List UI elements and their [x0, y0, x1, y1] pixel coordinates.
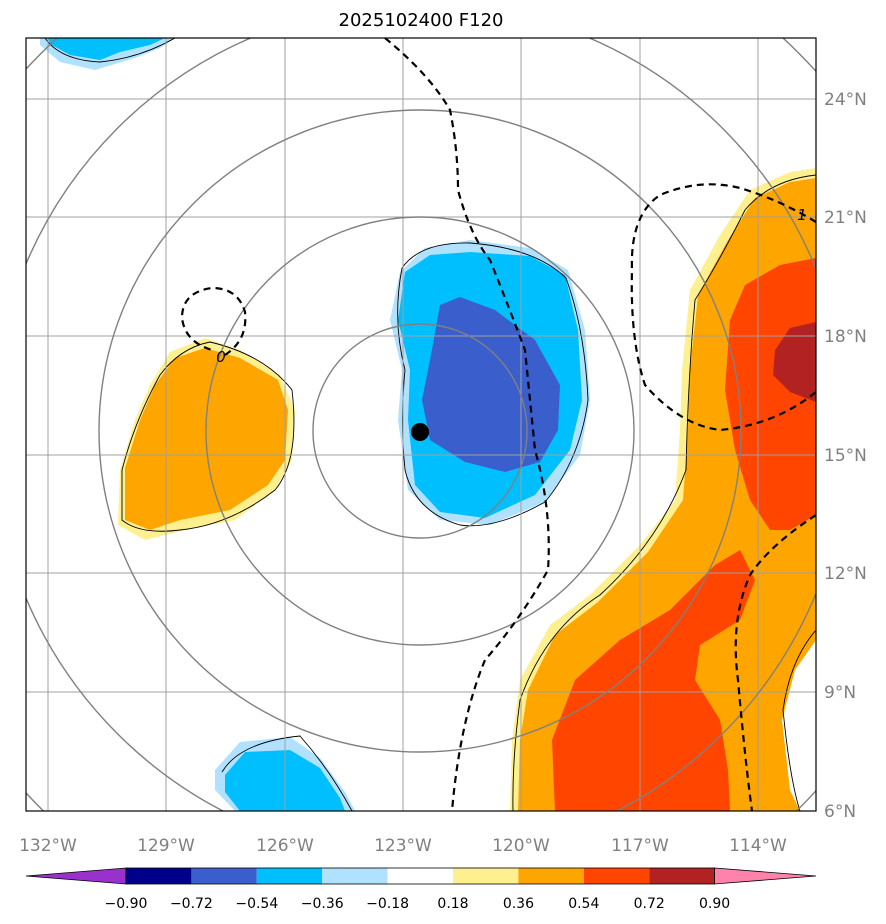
colorbar-tick: 0.90	[699, 896, 730, 912]
lat-label: 9°N	[824, 683, 856, 703]
lat-label: 21°N	[824, 208, 867, 228]
lon-label: 126°W	[256, 836, 314, 856]
lat-label: 6°N	[824, 802, 856, 822]
lon-label: 120°W	[492, 836, 550, 856]
colorbar-swatch	[583, 868, 650, 884]
contour-label-zero: 0	[216, 348, 226, 366]
lon-label: 117°W	[611, 836, 669, 856]
colorbar-tick: 0.36	[503, 896, 534, 912]
colorbar-swatch	[518, 868, 584, 884]
colorbar-tick: 0.72	[634, 896, 665, 912]
lon-label: 132°W	[19, 836, 77, 856]
shade-center-dark	[422, 297, 560, 472]
colorbar-swatch	[126, 868, 192, 884]
colorbar-swatch	[191, 868, 257, 884]
dashed-contours	[180, 38, 816, 811]
shade-right-red-lower	[552, 550, 755, 811]
map-title: 2025102400 F120	[339, 10, 504, 31]
latitude-labels: 24°N 21°N 18°N 15°N 12°N 9°N 6°N	[824, 90, 867, 822]
colorbar-tick: −0.72	[170, 896, 213, 912]
lon-label: 129°W	[137, 836, 195, 856]
colorbar-ticks: −0.90 −0.72 −0.54 −0.36 −0.18 0.18 0.36 …	[105, 896, 731, 912]
shade-right-red-upper	[725, 258, 816, 530]
colorbar-swatch	[649, 868, 715, 884]
shade-right-darkred	[773, 322, 816, 402]
colorbar-right-extend	[714, 867, 817, 885]
lon-label: 114°W	[729, 836, 787, 856]
colorbar-left-extend	[25, 867, 127, 885]
lat-label: 15°N	[824, 446, 867, 466]
lat-label: 12°N	[824, 564, 867, 584]
contour-label-one: 1	[797, 206, 807, 224]
colorbar-swatch	[256, 868, 323, 884]
shade-top-left-blue	[48, 38, 165, 60]
map-frame	[25, 37, 817, 812]
lon-label: 123°W	[374, 836, 432, 856]
colorbar-swatch	[322, 868, 388, 884]
longitude-labels: 132°W 129°W 126°W 123°W 120°W 117°W 114°…	[19, 836, 787, 856]
colorbar-tick: −0.90	[105, 896, 148, 912]
lat-label: 18°N	[824, 327, 867, 347]
colorbar: −0.90 −0.72 −0.54 −0.36 −0.18 0.18 0.36 …	[25, 867, 817, 912]
colorbar-tick: −0.18	[366, 896, 409, 912]
colorbar-swatch	[387, 868, 453, 884]
colorbar-swatch	[453, 868, 519, 884]
colorbar-tick: 0.54	[568, 896, 599, 912]
lat-label: 24°N	[824, 90, 867, 110]
storm-center-marker	[411, 423, 429, 441]
colorbar-tick: 0.18	[437, 896, 468, 912]
colorbar-tick: −0.54	[235, 896, 278, 912]
colorbar-tick: −0.36	[301, 896, 344, 912]
